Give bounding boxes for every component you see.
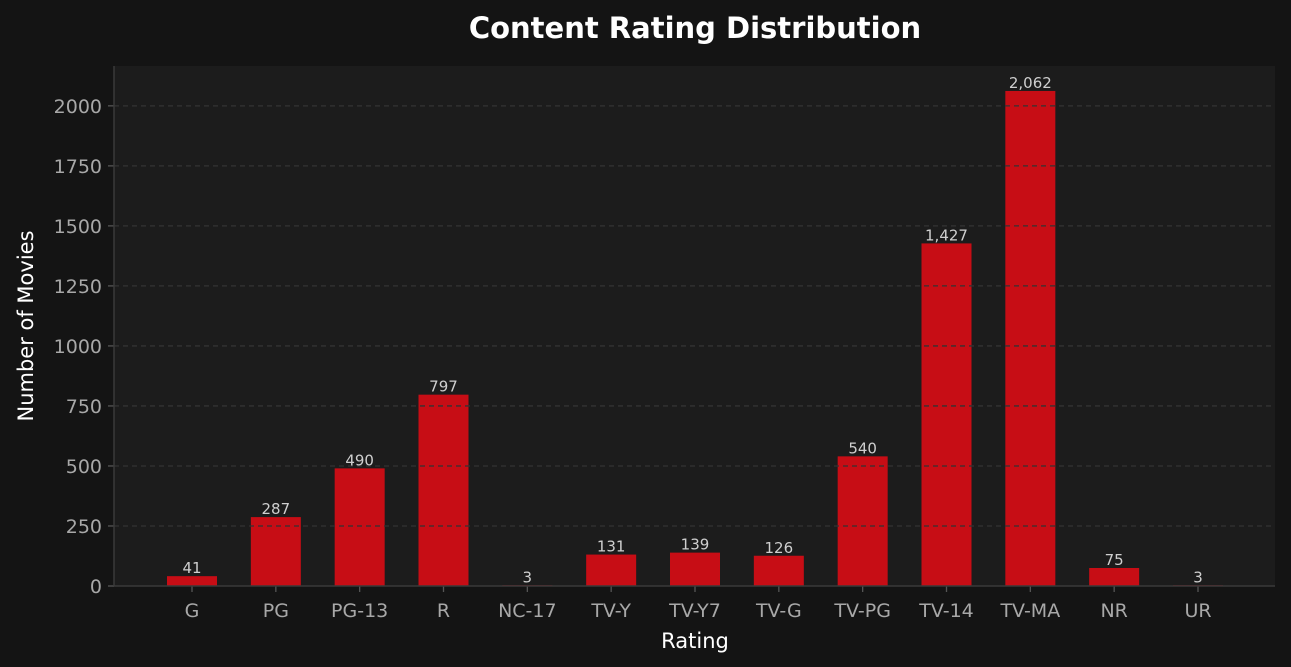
x-tick-label: TV-Y xyxy=(590,600,631,622)
data-label: 3 xyxy=(1193,568,1203,586)
data-label: 41 xyxy=(182,559,201,577)
x-tick-label: TV-MA xyxy=(999,600,1060,622)
plot-area xyxy=(114,66,1275,586)
bar-tv-g xyxy=(753,555,804,586)
y-tick-label: 0 xyxy=(90,576,102,598)
x-axis-label: Rating xyxy=(661,629,729,653)
x-tick-label: NR xyxy=(1100,600,1127,622)
data-label: 3 xyxy=(523,568,533,586)
bar-tv-y7 xyxy=(670,552,720,586)
bar-nr xyxy=(1089,567,1140,586)
bar-r xyxy=(418,394,469,586)
y-tick-label: 500 xyxy=(66,456,102,478)
y-axis-label: Number of Movies xyxy=(14,230,38,421)
data-label: 540 xyxy=(848,439,877,457)
x-tick-label: PG xyxy=(263,600,289,622)
data-label: 287 xyxy=(262,500,291,518)
x-tick-label: TV-Y7 xyxy=(668,600,721,622)
y-tick-label: 1750 xyxy=(54,156,102,178)
data-label: 131 xyxy=(597,538,626,556)
x-tick-label: NC-17 xyxy=(498,600,557,622)
y-tick-label: 750 xyxy=(66,396,102,418)
chart-title: Content Rating Distribution xyxy=(469,11,921,45)
data-label: 126 xyxy=(765,539,794,557)
bar-g xyxy=(167,576,217,586)
x-tick-label: UR xyxy=(1184,600,1211,622)
x-tick-label: TV-14 xyxy=(918,600,974,622)
bar-tv-pg xyxy=(837,456,888,586)
data-label: 797 xyxy=(429,378,458,396)
x-tick-label: TV-G xyxy=(755,600,802,622)
y-tick-label: 250 xyxy=(66,516,102,538)
y-tick-label: 1500 xyxy=(54,216,102,238)
data-label: 139 xyxy=(681,536,710,554)
y-tick-label: 1000 xyxy=(54,336,102,358)
y-tick-label: 2000 xyxy=(54,96,102,118)
data-label: 490 xyxy=(345,451,374,469)
y-tick-label: 1250 xyxy=(54,276,102,298)
bar-pg xyxy=(250,517,301,586)
bar-tv-y xyxy=(586,554,637,586)
data-label: 75 xyxy=(1105,551,1124,569)
bar-pg-13 xyxy=(334,468,385,586)
x-tick-label: PG-13 xyxy=(331,600,388,622)
data-label: 1,427 xyxy=(925,226,968,244)
x-tick-label: G xyxy=(185,600,200,622)
x-tick-label: TV-PG xyxy=(833,600,891,622)
x-tick-label: R xyxy=(437,600,450,622)
bar-tv-14 xyxy=(921,243,972,586)
bar-tv-ma xyxy=(1005,90,1056,586)
data-label: 2,062 xyxy=(1009,74,1052,92)
